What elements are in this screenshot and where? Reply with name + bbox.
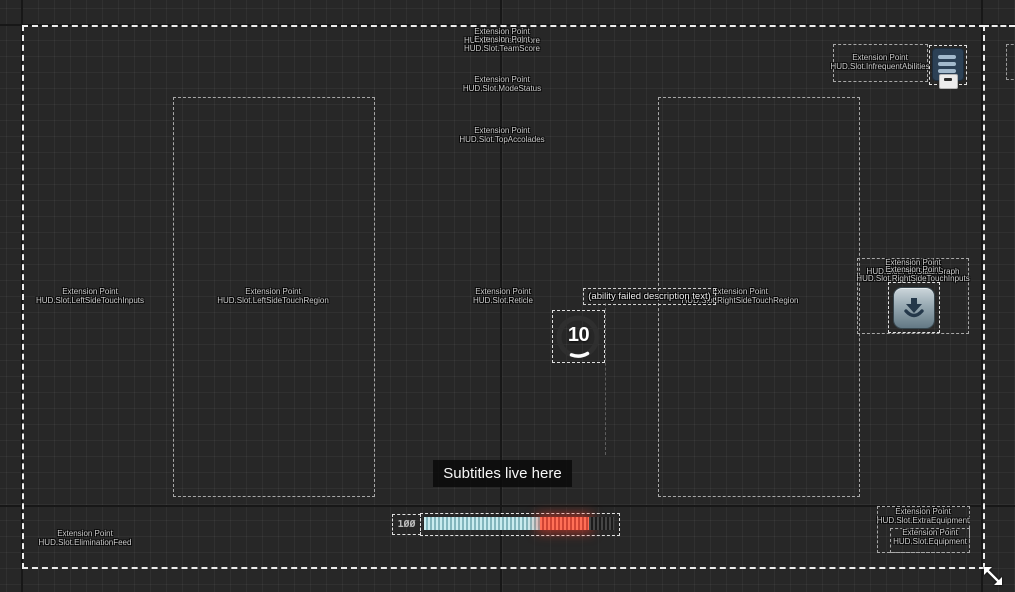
right-touch-region-box[interactable] (658, 97, 860, 497)
health-bar-empty-segment (589, 517, 614, 530)
download-arrow-icon (904, 298, 924, 318)
extension-point-label-reticle: Extension Point HUD.Slot.Reticle (472, 287, 534, 305)
subtitle-widget[interactable]: Subtitles live here (433, 460, 572, 487)
extension-point-label-mode-status: Extension Point HUD.Slot.ModeStatus (462, 75, 542, 93)
perf-stats-cluster-box[interactable] (857, 258, 969, 334)
extension-point-label-team-score: Extension Point HUD.Slot.TeamScore (463, 35, 541, 53)
cooldown-widget[interactable]: 10 (552, 310, 605, 363)
extension-point-label-left-touch-region: Extension Point HUD.Slot.LeftSideTouchRe… (217, 287, 329, 305)
menu-button-selection-box[interactable] (929, 45, 967, 89)
extension-point-label-right-touch-inputs: Extension Point HUD.Slot.RightSideTouchI… (856, 265, 970, 283)
subtitle-text: Subtitles live here (443, 465, 562, 482)
ability-failed-text: (ability failed description text) (588, 291, 711, 302)
extension-point-label-top-accolades: Extension Point HUD.Slot.TopAccolades (459, 126, 545, 144)
resize-handle-icon[interactable] (980, 563, 1006, 589)
pickup-button-selection-box[interactable] (888, 282, 940, 333)
extension-point-label-left-touch-inputs: Extension Point HUD.Slot.LeftSideTouchIn… (35, 287, 145, 305)
key-hint-dash (944, 78, 952, 81)
key-hint-icon (939, 74, 958, 89)
cooldown-ring-icon (556, 315, 600, 359)
equipment-box[interactable] (890, 528, 970, 553)
health-value: 1ØØ (397, 519, 416, 530)
menu-icon[interactable] (932, 48, 964, 81)
extension-point-label-right-touch-region: Extension Point HUD.Slot.RightSideTouchR… (681, 287, 799, 305)
health-bar-damage-segment (539, 517, 590, 530)
menu-bar-icon (938, 55, 956, 59)
extension-point-label-team-score-overlap: Extension Point HUD.Slot.TeamScore (463, 27, 541, 45)
health-value-box[interactable]: 1ØØ (392, 514, 421, 535)
extension-point-label-extra-equipment: Extension Point HUD.Slot.ExtraEquipment (876, 507, 970, 525)
grid-major-vertical (500, 0, 502, 592)
menu-bar-icon (938, 69, 956, 73)
extension-point-label-perf-stats-graph: Extension Point HUD.Slot.PerfStats.Graph (866, 258, 960, 276)
health-bar-widget[interactable] (420, 513, 620, 536)
health-bar (424, 517, 614, 530)
left-touch-region-box[interactable] (173, 97, 375, 497)
menu-bar-icon (938, 62, 956, 66)
extension-point-label-equipment: Extension Point HUD.Slot.Equipment (893, 528, 967, 546)
extension-point-label-infrequent-abilities: Extension Point HUD.Slot.InfrequentAbili… (830, 53, 930, 71)
guide-line (605, 303, 606, 455)
hud-frame-top-extension (983, 25, 1015, 27)
health-bar-full-segment (424, 517, 540, 530)
infrequent-abilities-box[interactable] (833, 44, 928, 82)
extension-point-label-elimination-feed: Extension Point HUD.Slot.EliminationFeed (38, 529, 132, 547)
ability-failed-text-box[interactable]: (ability failed description text) (583, 288, 716, 305)
cooldown-value: 10 (567, 324, 590, 346)
pickup-button[interactable] (893, 287, 935, 329)
hud-root-frame[interactable] (22, 25, 985, 569)
grid-major-vertical (981, 0, 983, 592)
grid-major-horizontal (0, 505, 1015, 507)
clipped-slot-box (1006, 44, 1015, 80)
